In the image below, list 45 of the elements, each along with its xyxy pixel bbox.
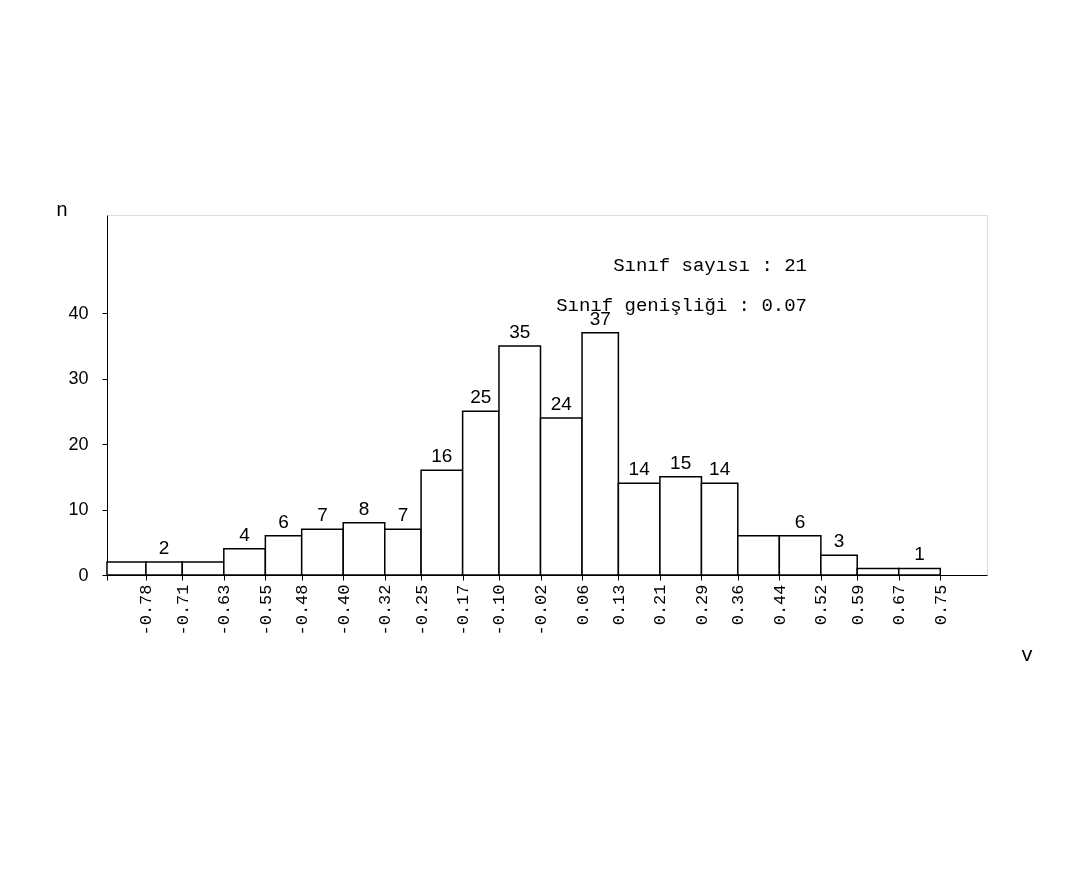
x-tick-label: 0.13 xyxy=(609,584,629,626)
data-label: 6 xyxy=(278,510,289,532)
x-tick-label: -0.02 xyxy=(532,584,552,636)
data-label: 7 xyxy=(397,504,409,526)
x-tick-label: 0.21 xyxy=(651,584,671,626)
x-tick-label: -0.78 xyxy=(137,584,157,636)
data-label: 6 xyxy=(794,510,806,532)
x-tick-label: -0.32 xyxy=(376,584,396,636)
data-label: 8 xyxy=(358,497,370,519)
data-label: 24 xyxy=(550,392,573,414)
x-tick-label: 0.36 xyxy=(729,584,749,626)
x-tick-label: 0.52 xyxy=(812,584,832,626)
annotation: Sınıf sayısı : 21 xyxy=(613,255,807,277)
x-tick-label: 0.44 xyxy=(770,584,790,626)
x-tick-label: -0.17 xyxy=(454,584,474,636)
y-tick-label: 10 xyxy=(68,499,89,520)
x-tick-label: -0.40 xyxy=(334,584,354,636)
x-tick-label: -0.10 xyxy=(490,584,510,636)
data-label: 7 xyxy=(317,504,328,526)
data-label: 25 xyxy=(470,386,492,408)
y-tick-label: 40 xyxy=(68,302,89,323)
x-tick-label: -0.71 xyxy=(173,584,193,636)
x-tick-label: 0.29 xyxy=(692,584,712,626)
x-tick-label: 0.59 xyxy=(848,584,868,626)
data-label: 35 xyxy=(509,320,531,342)
x-tick-label: 0.06 xyxy=(573,584,593,626)
x-tick-label: 0.67 xyxy=(890,584,910,626)
y-tick-label: 30 xyxy=(68,368,89,389)
data-label: 16 xyxy=(431,445,453,467)
data-label: 14 xyxy=(709,458,731,480)
x-tick-label: -0.25 xyxy=(412,584,432,636)
x-tick-label: -0.48 xyxy=(293,584,313,636)
data-label: 3 xyxy=(833,530,845,552)
x-axis-title: v xyxy=(1020,644,1034,667)
data-label: 1 xyxy=(914,543,925,565)
data-label: 15 xyxy=(670,451,692,473)
x-tick-label: -0.55 xyxy=(256,584,276,636)
data-label: 4 xyxy=(239,523,251,545)
y-tick-label: 0 xyxy=(78,564,89,585)
x-tick-label: -0.63 xyxy=(215,584,235,636)
data-label: 14 xyxy=(628,458,651,480)
x-tick-label: 0.75 xyxy=(931,584,951,626)
y-axis-title: n xyxy=(55,199,69,222)
data-label: 2 xyxy=(158,536,170,558)
y-tick-label: 20 xyxy=(68,433,89,454)
